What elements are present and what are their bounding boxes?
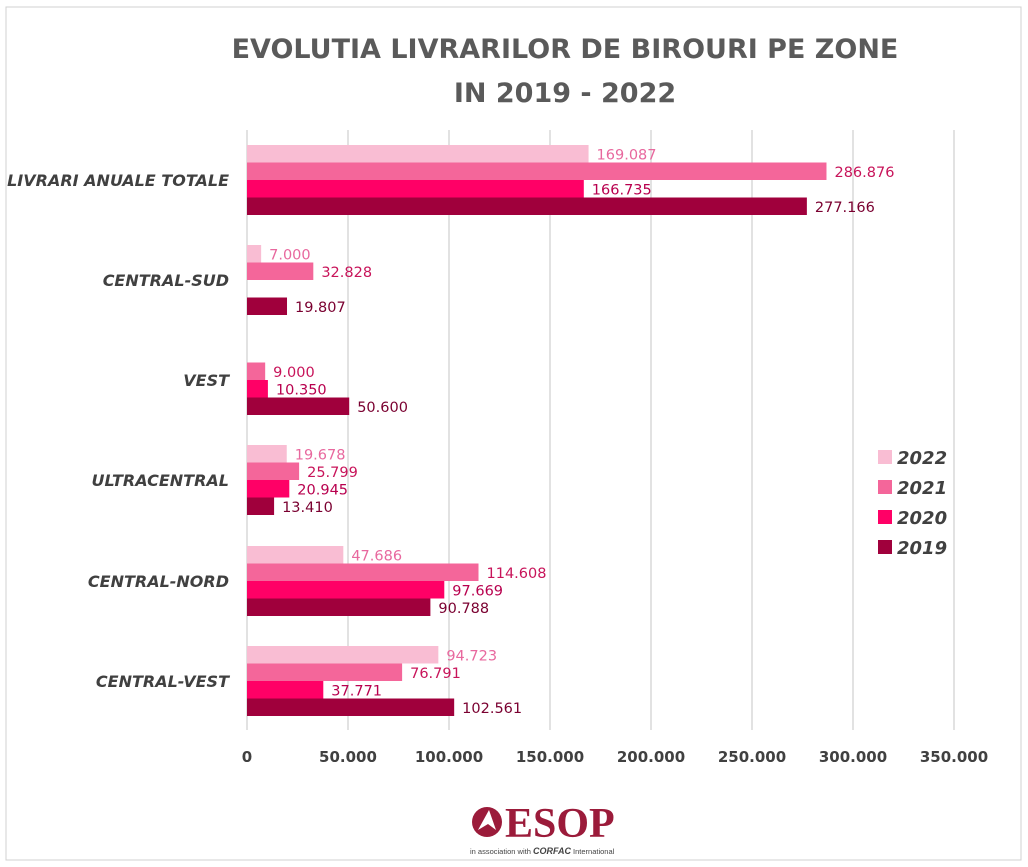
chart-title-line1: EVOLUTIA LIVRARILOR DE BIROURI PE ZONE — [232, 34, 899, 65]
bar-2019 — [247, 497, 275, 515]
bar-2019 — [247, 598, 431, 616]
bar-2021 — [247, 462, 300, 480]
data-label-2021: 286.876 — [834, 165, 894, 181]
x-tick-label: 50.000 — [319, 748, 377, 766]
chart-title-line2: IN 2019 - 2022 — [454, 78, 676, 109]
data-label-2021: 114.608 — [487, 566, 547, 582]
bar-2021 — [247, 262, 314, 280]
data-label-2021: 9.000 — [273, 365, 315, 381]
data-label-2022: 7.000 — [269, 248, 311, 264]
x-tick-label: 100.000 — [415, 748, 483, 766]
data-label-2019: 50.600 — [357, 400, 408, 416]
data-label-2020: 166.735 — [592, 183, 652, 199]
legend-swatch-2022 — [878, 450, 892, 464]
legend-swatch-2020 — [878, 510, 892, 524]
bar-2021 — [247, 162, 827, 180]
bar-2021 — [247, 362, 266, 380]
bar-2019 — [247, 397, 350, 415]
bar-2022 — [247, 646, 439, 664]
data-label-2020: 10.350 — [276, 383, 327, 399]
data-label-2019: 90.788 — [438, 601, 489, 617]
category-label: VEST — [183, 371, 230, 390]
legend-label-2021: 2021 — [897, 478, 947, 499]
bar-2019 — [247, 197, 807, 215]
legend-label-2022: 2022 — [897, 448, 947, 469]
esop-logo: ESOP in association with CORFAC Internat… — [470, 801, 615, 856]
category-label: LIVRARI ANUALE TOTALE — [7, 171, 229, 190]
legend-label-2019: 2019 — [897, 538, 947, 559]
legend-swatch-2019 — [878, 540, 892, 554]
data-label-2019: 277.166 — [815, 200, 875, 216]
data-label-2019: 19.807 — [295, 300, 346, 316]
x-tick-label: 0 — [242, 748, 252, 766]
data-label-2022: 94.723 — [446, 649, 497, 665]
bar-2020 — [247, 180, 584, 198]
legend-swatch-2021 — [878, 480, 892, 494]
x-tick-label: 250.000 — [718, 748, 786, 766]
data-label-2019: 13.410 — [282, 500, 333, 516]
bar-2022 — [247, 145, 589, 163]
data-label-2022: 19.678 — [295, 448, 346, 464]
bar-2020 — [247, 480, 290, 498]
bar-2021 — [247, 563, 479, 581]
x-tick-label: 300.000 — [819, 748, 887, 766]
x-tick-label: 200.000 — [617, 748, 685, 766]
bar-2020 — [247, 380, 268, 398]
category-label: CENTRAL-VEST — [96, 672, 230, 691]
legend-label-2020: 2020 — [897, 508, 947, 529]
esop-logo-text: ESOP — [505, 801, 615, 847]
data-label-2021: 32.828 — [321, 265, 372, 281]
data-label-2020: 37.771 — [331, 684, 382, 700]
data-label-2021: 76.791 — [410, 666, 461, 682]
data-label-2022: 47.686 — [351, 549, 402, 565]
bar-2022 — [247, 245, 262, 263]
bar-2020 — [247, 681, 324, 699]
bar-2022 — [247, 546, 344, 564]
category-label: CENTRAL-SUD — [103, 271, 229, 290]
x-tick-label: 150.000 — [516, 748, 584, 766]
data-label-2022: 169.087 — [597, 148, 657, 164]
bar-2020 — [247, 581, 445, 599]
bar-2019 — [247, 297, 288, 315]
data-label-2020: 97.669 — [452, 584, 503, 600]
data-label-2020: 20.945 — [297, 483, 348, 499]
bar-2019 — [247, 698, 455, 716]
x-tick-label: 350.000 — [920, 748, 988, 766]
data-label-2021: 25.799 — [307, 465, 358, 481]
category-label: ULTRACENTRAL — [91, 471, 229, 490]
category-label: CENTRAL-NORD — [88, 572, 229, 591]
esop-logo-tagline: in association with CORFAC International — [470, 846, 615, 856]
chart-border — [5, 6, 1022, 861]
bar-2022 — [247, 445, 287, 463]
data-label-2019: 102.561 — [462, 701, 522, 717]
bar-2021 — [247, 663, 403, 681]
